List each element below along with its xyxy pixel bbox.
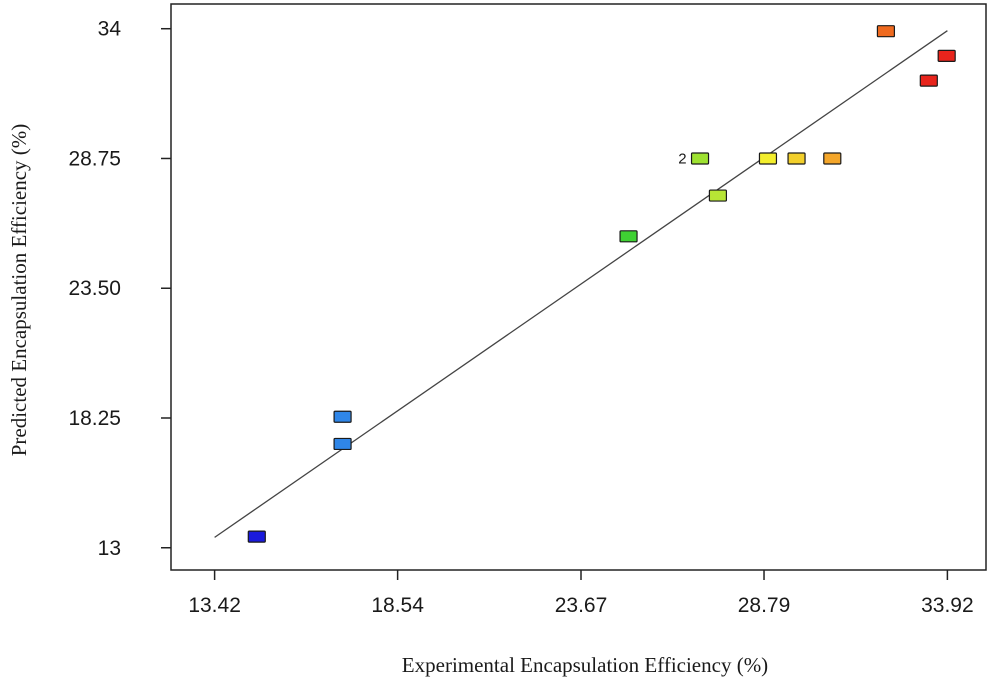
y-axis-title: Predicted Encapsulation Efficiency (%) [7,124,31,457]
x-tick-label: 23.67 [555,594,608,617]
data-point [919,74,938,87]
y-tick-label: 18.25 [68,407,121,430]
y-tick-label: 23.50 [68,277,121,300]
x-tick-label: 18.54 [371,594,424,617]
data-point [708,189,728,202]
y-tick-label: 13 [98,537,121,560]
data-point [333,410,352,423]
fit-line [214,30,948,538]
data-point [876,25,896,38]
data-point [937,49,956,63]
x-axis-title: Experimental Encapsulation Efficiency (%… [402,653,768,677]
data-point [247,530,266,543]
y-tick-label: 28.75 [68,147,121,170]
x-tick-label: 28.79 [738,594,791,617]
plot-frame [170,3,987,571]
y-tick-label: 34 [98,18,122,41]
data-point [690,152,710,165]
x-tick-label: 33.92 [921,594,974,617]
data-point [758,152,778,165]
x-tick-label: 13.42 [188,594,241,617]
data-point [823,152,842,165]
data-point [333,437,352,451]
data-point [619,230,638,243]
point-count-label: 2 [678,150,686,167]
data-point [787,152,806,165]
